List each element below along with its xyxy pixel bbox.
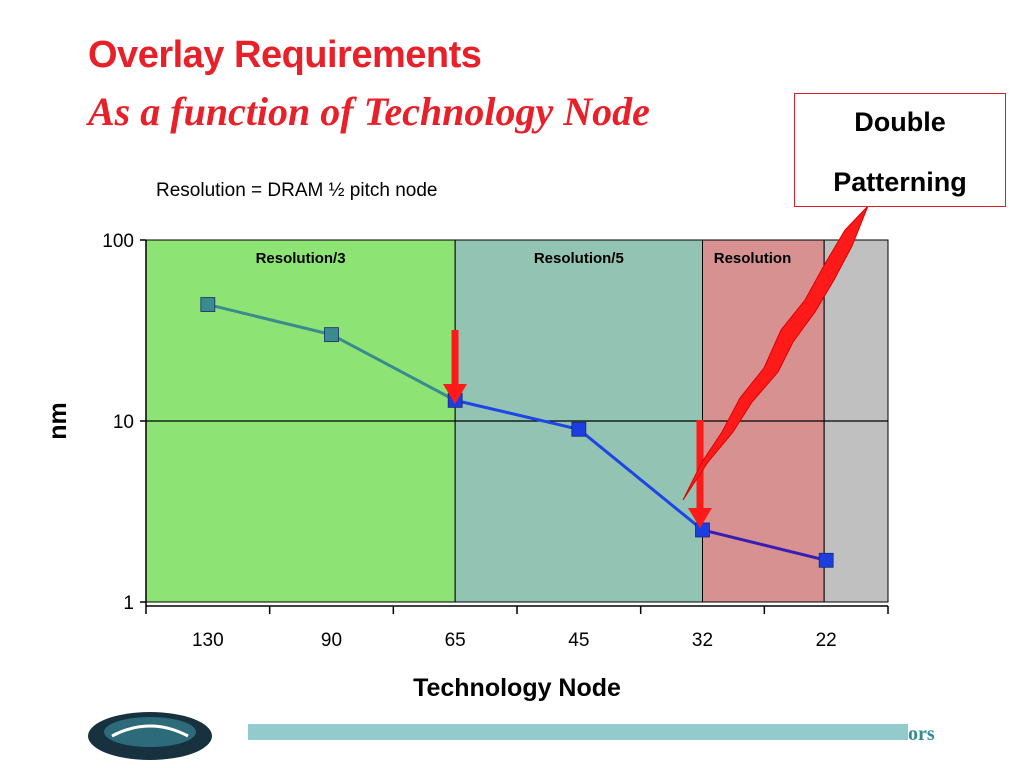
series-segment: [702, 528, 827, 562]
arrow-head: [443, 384, 467, 404]
slide-subtitle: As a function of Technology Node: [88, 89, 650, 134]
slide-title: Overlay Requirements: [88, 34, 482, 76]
data-point: [695, 522, 710, 538]
y-tick-label: 1: [123, 593, 134, 614]
region-label: Resolution/5: [534, 250, 624, 267]
double-patterning-callout: Double Patterning: [794, 93, 1006, 207]
x-axis-title: Technology Node: [413, 674, 621, 702]
series-segment: [454, 398, 580, 431]
arrow-shaft: [451, 330, 459, 386]
footer-text: ors: [908, 723, 935, 745]
series-segment: [577, 428, 704, 532]
globe-logo-icon: [88, 712, 212, 760]
resolution-note: Resolution = DRAM ½ pitch node: [156, 180, 438, 201]
region-label: Resolution: [714, 250, 792, 267]
callout-line-1: Double: [854, 107, 946, 137]
data-point: [200, 297, 216, 312]
region-label: Resolution/3: [256, 250, 346, 267]
lightning-bolt-pointer: [682, 205, 869, 501]
data-point: [324, 327, 339, 343]
arrow-head: [688, 508, 712, 528]
y-axis-title: nm: [44, 402, 72, 440]
x-tick-label: 45: [568, 630, 589, 651]
series-segment: [330, 333, 456, 402]
arrow-down-icon: [443, 330, 467, 404]
x-tick-label: 130: [192, 630, 224, 651]
data-point: [571, 421, 587, 437]
x-tick-label: 65: [445, 630, 466, 651]
data-point: [818, 552, 834, 568]
footer-text-band: [248, 724, 908, 740]
y-tick-label: 10: [113, 412, 134, 433]
x-tick-label: 22: [816, 630, 837, 651]
series-segment: [207, 303, 332, 337]
y-tick-label: 100: [102, 231, 134, 252]
footer-logo-banner: ors: [88, 712, 935, 760]
x-tick-label: 90: [321, 630, 342, 651]
callout-line-2: Patterning: [833, 167, 967, 197]
x-tick-label: 32: [692, 630, 713, 651]
